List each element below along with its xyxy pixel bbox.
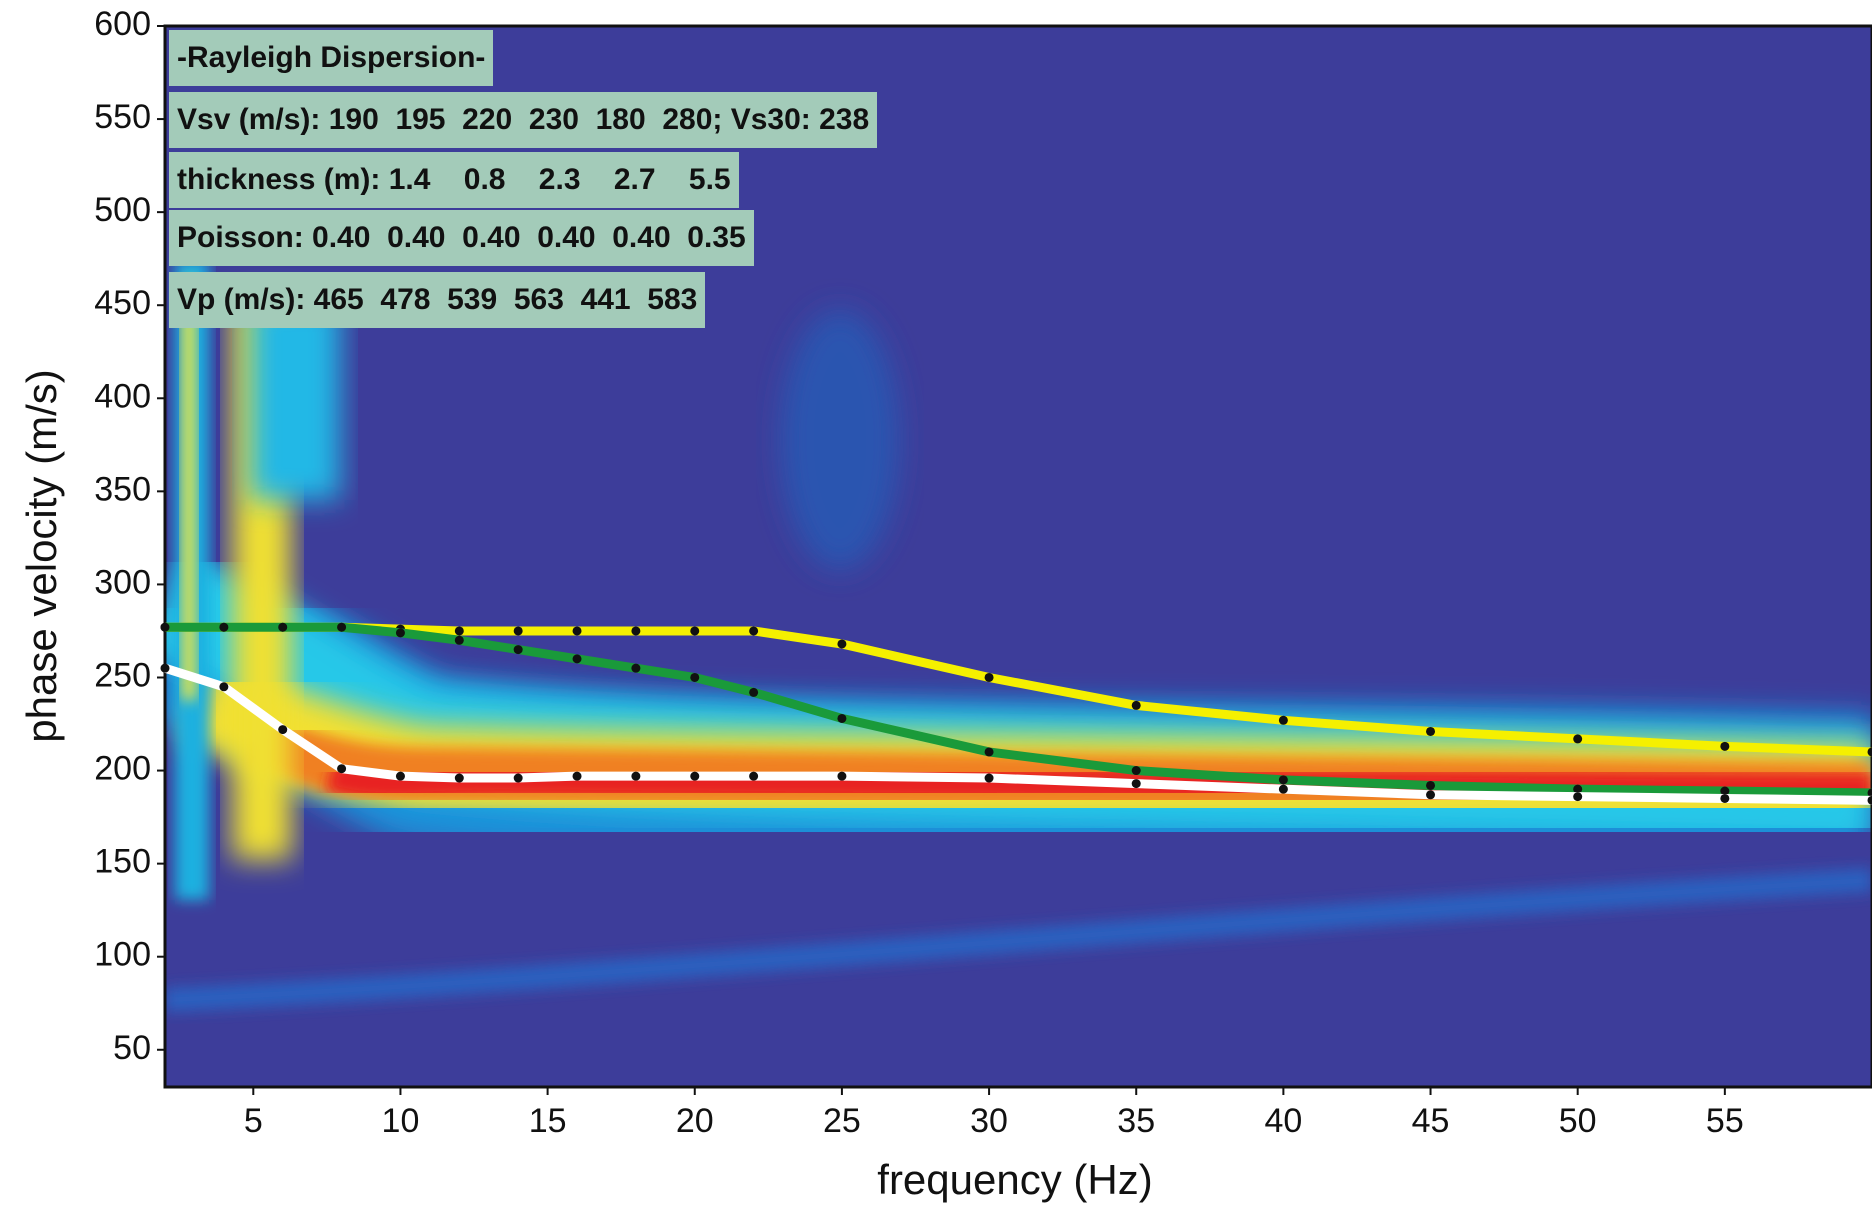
curve-point: [337, 622, 347, 632]
curve-point: [1131, 700, 1141, 710]
y-tick-label: 200: [94, 750, 151, 788]
y-tick-label: 150: [94, 843, 151, 881]
curve-point: [984, 773, 994, 783]
curve-point: [337, 764, 347, 774]
x-tick-label: 35: [1117, 1102, 1155, 1140]
curve-point: [1426, 726, 1436, 736]
y-axis-label: phase velocity (m/s): [18, 369, 65, 742]
annotation-box: thickness (m): 1.4 0.8 2.3 2.7 5.5: [169, 152, 739, 208]
curve-point: [513, 773, 523, 783]
y-tick-label: 600: [94, 5, 151, 43]
curve-point: [1426, 790, 1436, 800]
y-tick-label: 300: [94, 563, 151, 601]
curve-point: [1867, 747, 1872, 757]
curve-point: [690, 771, 700, 781]
y-tick-label: 100: [94, 936, 151, 974]
curve-point: [219, 682, 229, 692]
curve-point: [1573, 784, 1583, 794]
curve-point: [1573, 792, 1583, 802]
curve-point: [690, 626, 700, 636]
annotation-box: Vp (m/s): 465 478 539 563 441 583: [169, 272, 706, 328]
curve-point: [837, 639, 847, 649]
curve-point: [278, 725, 288, 735]
annotation-box: Poisson: 0.40 0.40 0.40 0.40 0.40 0.35: [169, 210, 754, 266]
y-tick-label: 350: [94, 470, 151, 508]
curve-point: [984, 672, 994, 682]
curve-point: [395, 771, 405, 781]
x-tick-label: 50: [1559, 1102, 1597, 1140]
curve-point: [631, 626, 641, 636]
y-tick-label: 550: [94, 98, 151, 136]
plot-frame: [163, 24, 1872, 1089]
x-tick-label: 15: [529, 1102, 567, 1140]
x-axis-label: frequency (Hz): [877, 1156, 1152, 1203]
x-tick-label: 30: [970, 1102, 1008, 1140]
y-tick-label: 250: [94, 656, 151, 694]
x-tick-label: 20: [676, 1102, 714, 1140]
curve-point: [278, 622, 288, 632]
x-tick-label: 55: [1706, 1102, 1744, 1140]
curve-point: [1131, 766, 1141, 776]
curve-point: [837, 771, 847, 781]
curve-point: [984, 747, 994, 757]
x-tick-label: 25: [823, 1102, 861, 1140]
curve-point: [1573, 734, 1583, 744]
curve-point: [1720, 741, 1730, 751]
x-tick-label: 10: [382, 1102, 420, 1140]
y-tick-label: 500: [94, 191, 151, 229]
curve-point: [749, 771, 759, 781]
curve-point: [1278, 715, 1288, 725]
curve-point: [395, 628, 405, 638]
x-tick-label: 45: [1412, 1102, 1450, 1140]
curve-point: [1131, 779, 1141, 789]
curve-point: [1720, 786, 1730, 796]
curve-point: [454, 626, 464, 636]
curve-point: [572, 626, 582, 636]
curve-point: [160, 622, 170, 632]
curve-point: [631, 771, 641, 781]
curve-point: [1426, 780, 1436, 790]
annotation-box: Vsv (m/s): 190 195 220 230 180 280; Vs30…: [169, 92, 878, 148]
curve-point: [837, 713, 847, 723]
curve-point: [1867, 795, 1872, 805]
curve-point: [513, 645, 523, 655]
curve-point: [572, 771, 582, 781]
curve-point: [160, 663, 170, 673]
curve-point: [1278, 784, 1288, 794]
annotation-box: -Rayleigh Dispersion-: [169, 30, 494, 86]
x-tick-label: 40: [1264, 1102, 1302, 1140]
curve-point: [219, 622, 229, 632]
y-tick-label: 400: [94, 377, 151, 415]
curve-point: [513, 626, 523, 636]
curve-point: [454, 635, 464, 645]
curve-point: [1720, 793, 1730, 803]
curve-point: [690, 672, 700, 682]
curve-point: [1867, 788, 1872, 798]
curve-point: [631, 663, 641, 673]
curve-point: [749, 687, 759, 697]
y-tick-label: 50: [113, 1029, 151, 1067]
curve-point: [572, 654, 582, 664]
curve-point: [749, 626, 759, 636]
x-tick-label: 5: [244, 1102, 263, 1140]
y-tick-label: 450: [94, 284, 151, 322]
curve-point: [454, 773, 464, 783]
curve-point: [1278, 775, 1288, 785]
